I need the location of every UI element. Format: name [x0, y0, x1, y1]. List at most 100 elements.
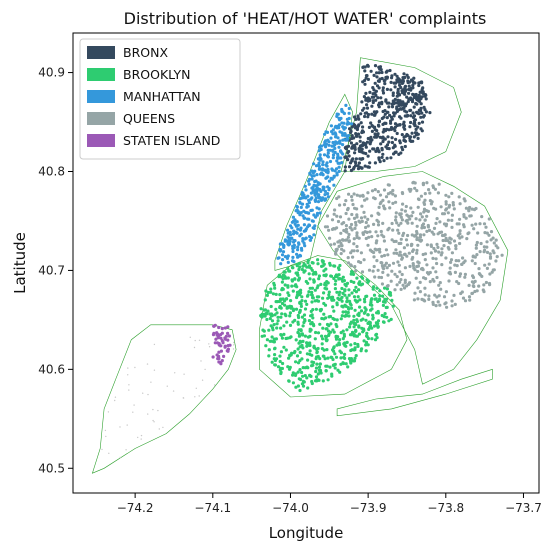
faint-point — [162, 427, 163, 428]
data-point — [408, 81, 411, 84]
data-point — [354, 330, 357, 333]
data-point — [289, 299, 292, 302]
data-point — [402, 80, 405, 83]
data-point — [315, 206, 318, 209]
queens-outline — [318, 172, 508, 385]
data-point — [365, 111, 368, 114]
data-point — [328, 366, 331, 369]
data-point — [475, 247, 478, 250]
data-point — [353, 265, 356, 268]
data-point — [471, 259, 474, 262]
data-point — [396, 75, 399, 78]
data-point — [425, 263, 428, 266]
data-point — [414, 118, 417, 121]
data-point — [313, 224, 316, 227]
data-point — [486, 232, 489, 235]
data-point — [440, 263, 443, 266]
faint-point — [194, 347, 195, 348]
data-point — [284, 238, 287, 241]
data-point — [321, 342, 324, 345]
data-point — [419, 116, 422, 119]
data-point — [411, 222, 414, 225]
data-point — [322, 186, 325, 189]
data-point — [458, 218, 461, 221]
data-point — [312, 233, 315, 236]
data-point — [445, 306, 448, 309]
faint-point — [127, 424, 128, 425]
data-point — [219, 344, 222, 347]
data-point — [281, 287, 284, 290]
data-point — [316, 262, 319, 265]
data-point — [409, 109, 412, 112]
data-point — [334, 366, 337, 369]
data-point — [412, 81, 415, 84]
data-point — [360, 349, 363, 352]
data-point — [378, 158, 381, 161]
data-point — [324, 274, 327, 277]
data-point — [361, 148, 364, 151]
data-point — [417, 197, 420, 200]
data-point — [306, 386, 309, 389]
data-point — [332, 153, 335, 156]
data-point — [300, 233, 303, 236]
data-point — [312, 186, 315, 189]
faint-point — [233, 348, 234, 349]
data-point — [344, 104, 347, 107]
data-point — [428, 192, 431, 195]
data-point — [359, 135, 362, 138]
data-point — [347, 122, 350, 125]
data-point — [290, 285, 293, 288]
faint-point — [195, 340, 196, 341]
data-point — [315, 378, 318, 381]
data-point — [390, 116, 393, 119]
data-point — [338, 293, 341, 296]
data-point — [399, 86, 402, 89]
data-point — [361, 283, 364, 286]
data-point — [427, 224, 430, 227]
data-point — [277, 275, 280, 278]
data-point — [386, 157, 389, 160]
data-point — [493, 241, 496, 244]
data-point — [383, 254, 386, 257]
data-point — [421, 121, 424, 124]
data-point — [308, 335, 311, 338]
data-point — [445, 207, 448, 210]
data-point — [345, 139, 348, 142]
faint-point — [208, 343, 209, 344]
data-point — [350, 137, 353, 140]
data-point — [374, 188, 377, 191]
faint-point — [200, 360, 201, 361]
data-point — [310, 364, 313, 367]
data-point — [333, 208, 336, 211]
data-point — [375, 129, 378, 132]
data-point — [340, 222, 343, 225]
faint-point — [120, 457, 121, 458]
data-point — [313, 280, 316, 283]
data-point — [391, 105, 394, 108]
data-point — [402, 88, 405, 91]
data-point — [315, 180, 318, 183]
data-point — [322, 291, 325, 294]
data-point — [468, 299, 471, 302]
data-point — [414, 102, 417, 105]
data-point — [327, 293, 330, 296]
data-point — [370, 214, 373, 217]
data-point — [419, 290, 422, 293]
x-tick-label: −73.8 — [427, 501, 464, 515]
data-point — [272, 292, 275, 295]
data-point — [393, 288, 396, 291]
data-point — [388, 227, 391, 230]
data-point — [458, 242, 461, 245]
data-point — [404, 88, 407, 91]
data-point — [284, 255, 287, 258]
data-point — [357, 123, 360, 126]
data-point — [356, 345, 359, 348]
data-point — [304, 188, 307, 191]
data-point — [301, 203, 304, 206]
data-point — [373, 114, 376, 117]
data-point — [282, 324, 285, 327]
data-point — [406, 234, 409, 237]
data-point — [307, 199, 310, 202]
data-point — [354, 346, 357, 349]
data-point — [370, 105, 373, 108]
